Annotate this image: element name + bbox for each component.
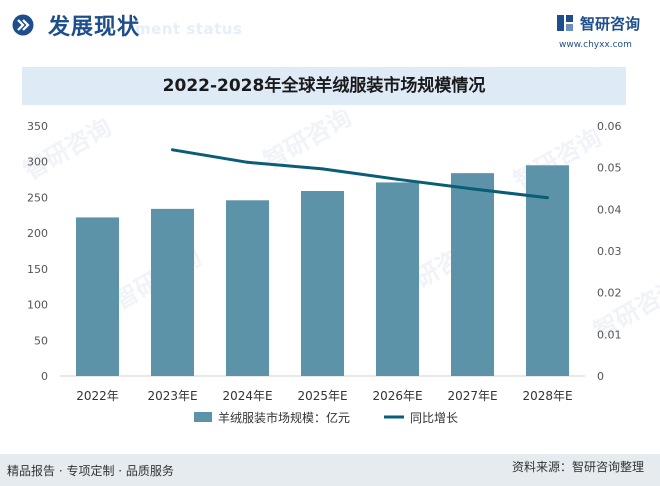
chart: 智研咨询智研咨询智研咨询智研咨询智研咨询智研咨询0501001502002503… [19,110,660,425]
y-left-tick-label: 100 [27,299,48,312]
footer-source: 资料来源：智研咨询整理 [511,460,644,474]
y-left-tick-label: 200 [27,227,48,240]
y-left-tick-label: 150 [27,263,48,276]
y-right-tick-label: 0.03 [597,245,622,258]
growth-point [471,187,474,191]
legend-bar-swatch [194,412,212,422]
growth-point [396,177,399,181]
y-left-tick-label: 350 [27,120,48,133]
x-tick-label: 2024年E [222,389,272,403]
x-tick-label: 2028年E [522,389,572,403]
footer: 精品报告 · 专项定制 · 品质服务 资料来源：智研咨询整理 [0,454,660,486]
y-right-tick-label: 0.05 [597,162,622,175]
section-title: 发展现状 [48,15,141,40]
bar [301,191,344,376]
y-right-tick-label: 0.04 [597,203,622,216]
bar [376,182,419,376]
x-tick-label: 2025年E [297,389,347,403]
bar [76,217,119,376]
double-chevron-icon [12,14,34,36]
y-right-tick-label: 0.02 [597,287,622,300]
bar [151,208,194,376]
header: ment status 发展现状 智研咨询 www.chyxx.com [0,0,660,62]
legend-line-label: 同比增长 [410,411,458,425]
brand-logo-icon [557,15,573,31]
bar [226,200,269,376]
y-right-tick-label: 0.01 [597,328,622,341]
growth-line [172,148,548,200]
y-left-tick-label: 250 [27,191,48,204]
growth-point [171,148,174,152]
y-left-tick-label: 300 [27,156,48,169]
x-tick-label: 2023年E [147,389,197,403]
section-subtitle: ment status [135,20,243,38]
brand-url[interactable]: www.chyxx.com [559,40,632,50]
growth-point [321,167,324,171]
y-right-tick-label: 0.06 [597,120,622,133]
bar [526,165,569,376]
chart-title: 2022-2028年全球羊绒服装市场规模情况 [22,67,626,105]
growth-point [246,160,249,164]
brand-name: 智研咨询 [580,15,641,33]
y-left-tick-label: 0 [41,370,48,383]
y-left-tick-label: 50 [34,334,48,347]
y-right-tick-label: 0 [597,370,604,383]
growth-point [546,196,549,200]
legend-bar-label: 羊绒服装市场规模：亿元 [218,410,350,425]
footer-tagline: 精品报告 · 专项定制 · 品质服务 [7,464,174,478]
x-tick-label: 2022年 [76,389,119,403]
bar [451,173,494,376]
x-tick-label: 2026年E [372,389,422,403]
x-tick-label: 2027年E [447,389,497,403]
